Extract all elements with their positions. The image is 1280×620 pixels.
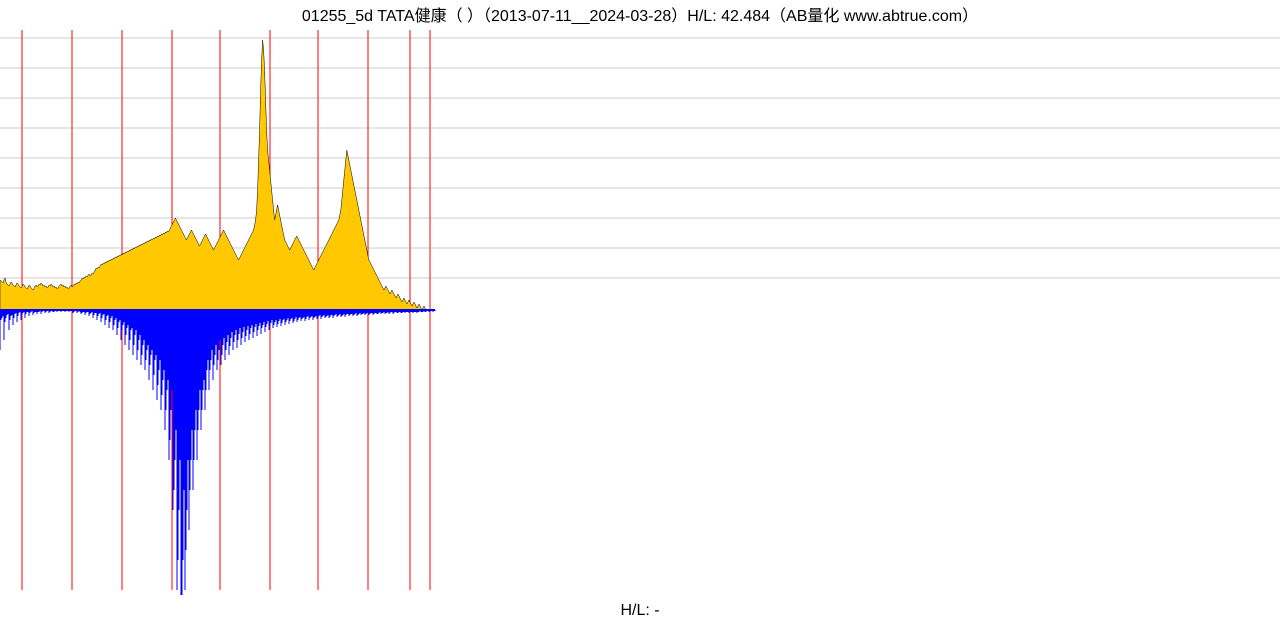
chart-title: 01255_5d TATA健康（ ）（2013-07-11__2024-03-2… [0, 2, 1280, 26]
price-volume-chart [0, 30, 1280, 595]
chart-footer: H/L: - [0, 602, 1280, 620]
